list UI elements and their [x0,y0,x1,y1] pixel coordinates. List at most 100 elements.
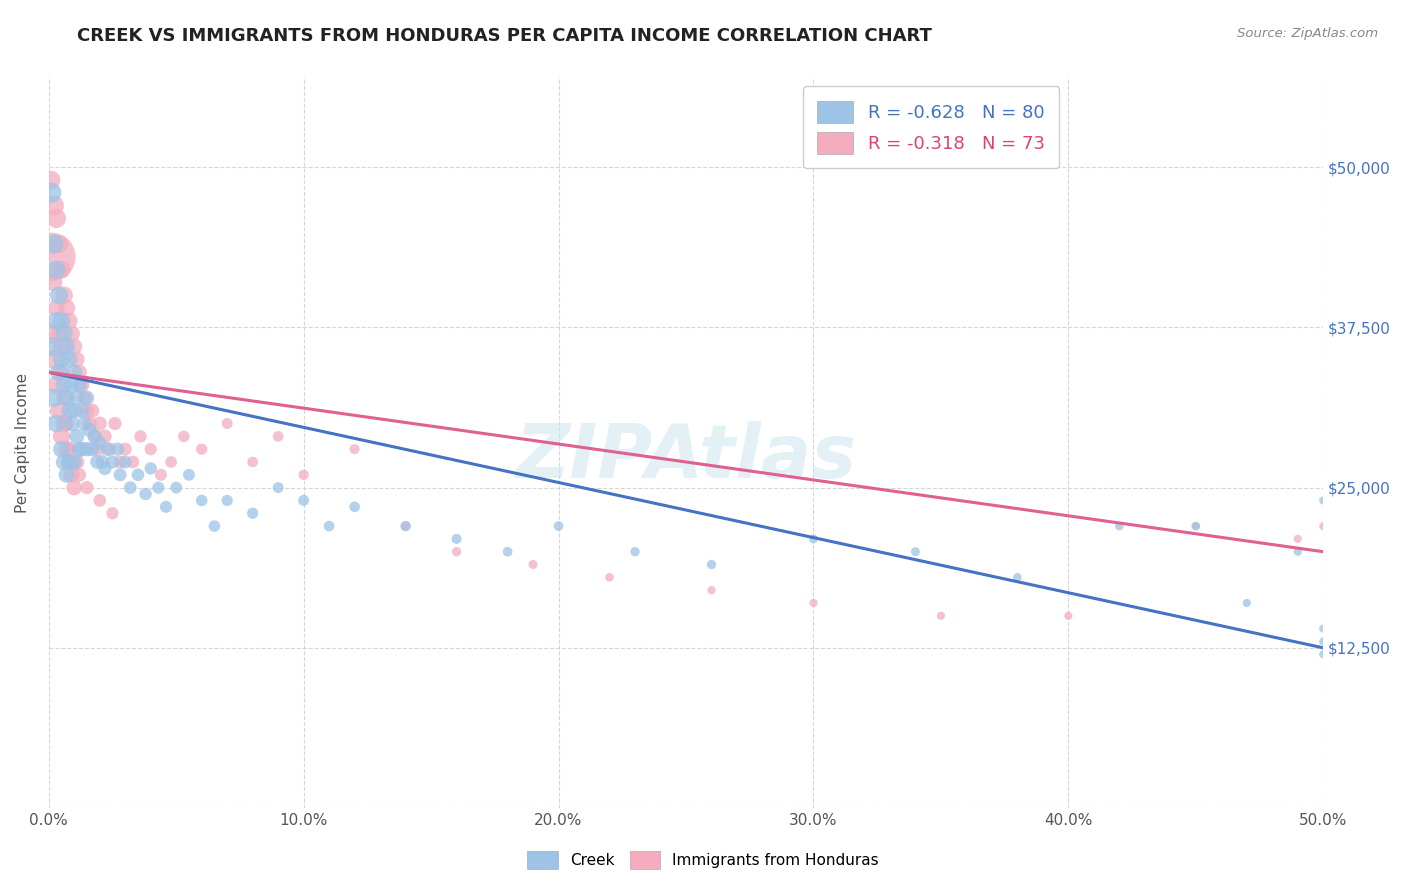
Point [80,442,103,457]
Point [242,506,264,520]
Point [624,545,647,559]
Point [318,519,340,533]
Point [599,570,621,584]
Point [129,429,152,443]
Point [190,442,212,457]
Point [45,262,67,277]
Legend: R = -0.628   N = 80, R = -0.318   N = 73: R = -0.628 N = 80, R = -0.318 N = 73 [803,87,1059,169]
Point [79,417,101,431]
Point [108,467,131,482]
Point [343,500,366,514]
Point [58,352,80,367]
Legend: Creek, Immigrants from Honduras: Creek, Immigrants from Honduras [520,845,886,875]
Point [98,442,121,457]
Point [58,442,80,457]
Point [70,403,93,417]
Point [55,417,77,431]
Point [48,288,70,302]
Point [204,519,226,533]
Point [45,314,67,328]
Point [496,545,519,559]
Point [104,417,127,431]
Point [63,455,86,469]
Point [39,250,62,264]
Point [394,519,416,533]
Point [139,442,162,457]
Point [63,365,86,379]
Point [76,442,98,457]
Point [51,262,73,277]
Point [58,314,80,328]
Point [96,442,118,457]
Point [58,403,80,417]
Point [58,455,80,469]
Point [155,500,177,514]
Point [53,326,76,341]
Point [700,583,723,598]
Point [107,442,129,457]
Point [120,481,142,495]
Point [904,545,927,559]
Point [217,417,239,431]
Point [1185,519,1208,533]
Point [42,391,65,405]
Point [51,442,73,457]
Point [60,378,83,392]
Point [60,417,83,431]
Point [79,423,101,437]
Point [63,340,86,354]
Point [94,461,117,475]
Point [55,467,77,482]
Point [60,326,83,341]
Point [114,442,136,457]
Point [127,467,149,482]
Point [139,461,162,475]
Point [242,455,264,469]
Point [165,481,187,495]
Point [42,199,65,213]
Point [91,455,114,469]
Point [39,326,62,341]
Point [94,429,117,443]
Point [55,340,77,354]
Point [53,417,76,431]
Text: Source: ZipAtlas.com: Source: ZipAtlas.com [1237,27,1378,40]
Point [42,276,65,290]
Point [446,532,468,546]
Point [53,378,76,392]
Point [1007,570,1029,584]
Point [190,493,212,508]
Point [53,391,76,405]
Point [86,442,108,457]
Point [1312,622,1334,636]
Point [547,519,569,533]
Point [51,340,73,354]
Point [267,481,290,495]
Point [39,186,62,200]
Point [55,301,77,315]
Point [48,365,70,379]
Point [148,481,170,495]
Point [51,352,73,367]
Point [292,467,315,482]
Point [73,391,96,405]
Point [70,442,93,457]
Point [1312,634,1334,648]
Point [1286,532,1309,546]
Point [101,455,124,469]
Point [89,417,111,431]
Point [45,211,67,226]
Point [1312,647,1334,661]
Point [1286,545,1309,559]
Point [217,493,239,508]
Point [63,455,86,469]
Point [42,237,65,252]
Point [67,467,90,482]
Point [83,429,105,443]
Point [51,429,73,443]
Point [929,608,952,623]
Point [1312,519,1334,533]
Point [394,519,416,533]
Text: CREEK VS IMMIGRANTS FROM HONDURAS PER CAPITA INCOME CORRELATION CHART: CREEK VS IMMIGRANTS FROM HONDURAS PER CA… [77,27,932,45]
Point [45,417,67,431]
